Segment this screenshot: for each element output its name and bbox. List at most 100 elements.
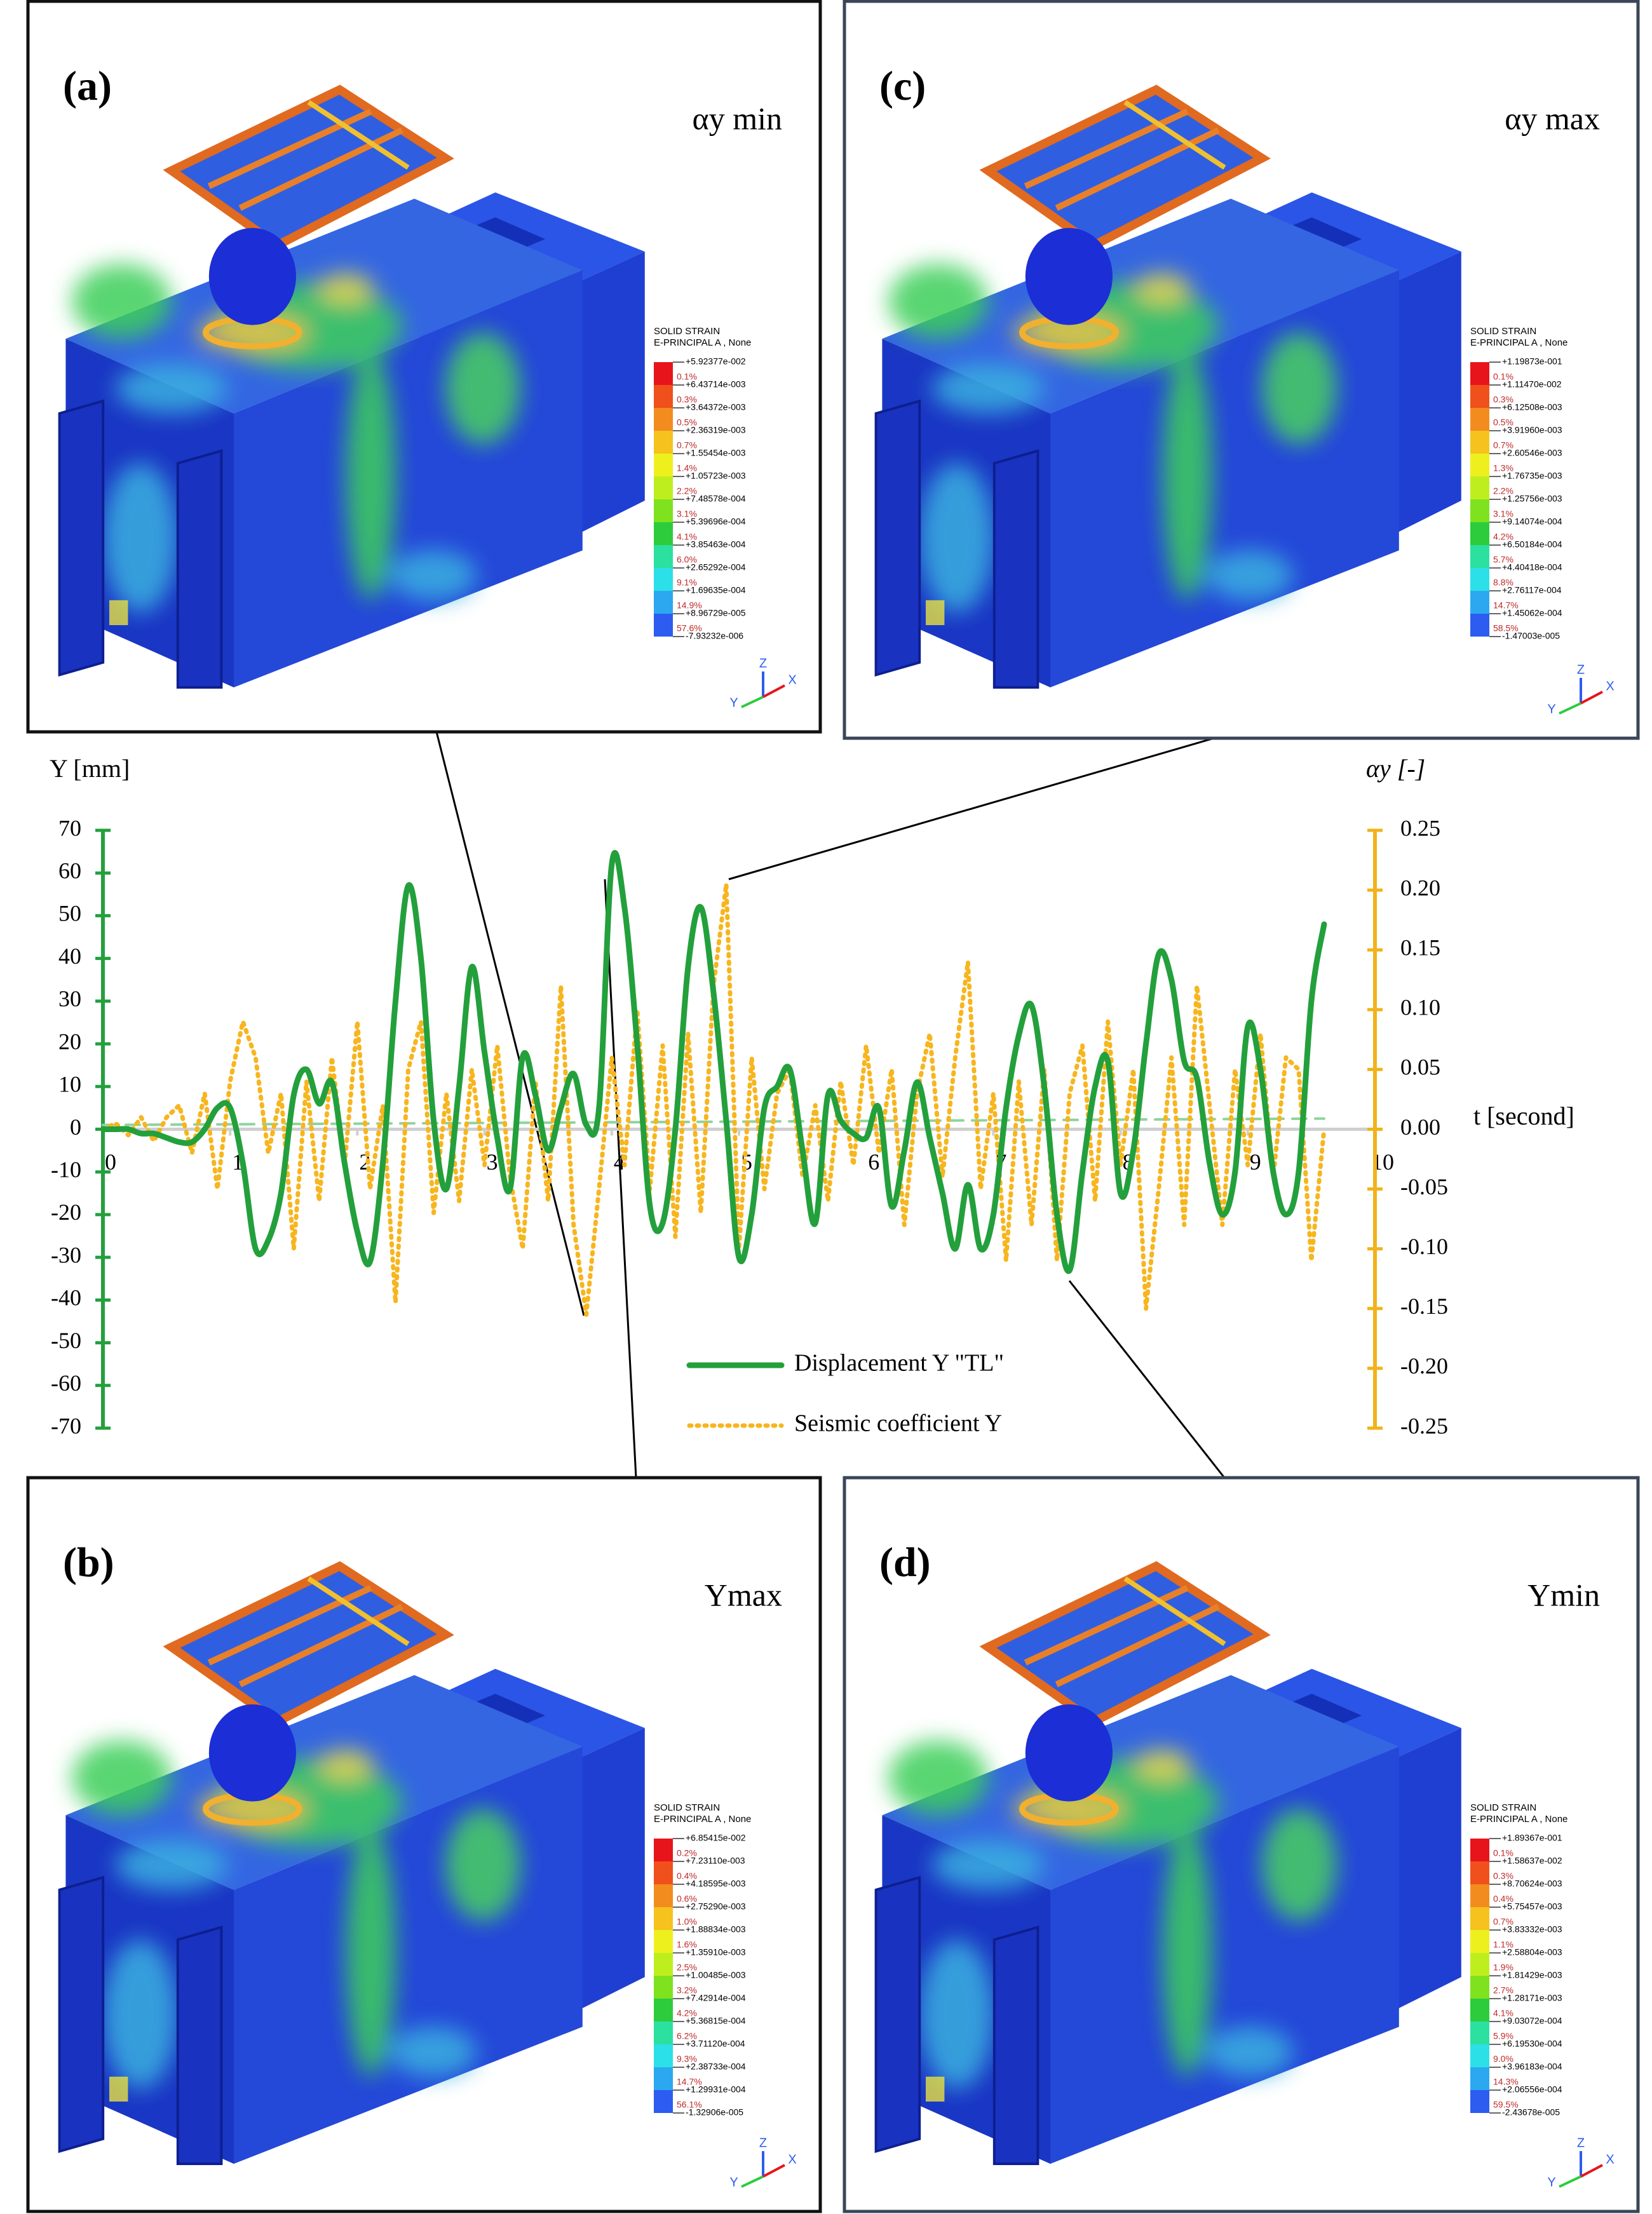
legend-color xyxy=(654,454,673,476)
y-tick-label: 20 xyxy=(58,1029,81,1054)
legend-value: +1.81429e-003 xyxy=(1502,1970,1562,1980)
legend-value: +2.76117e-004 xyxy=(1502,585,1562,595)
legend-percent: 1.1% xyxy=(1493,1940,1513,1950)
legend-percent: 6.0% xyxy=(677,555,697,565)
legend-color xyxy=(1470,614,1489,637)
axis-triad xyxy=(1580,691,1603,705)
axis-triad-label: Z xyxy=(759,2136,767,2150)
legend-value: +2.06556e-004 xyxy=(1502,2084,1562,2095)
legend-color xyxy=(1470,2044,1489,2067)
legend-value: +4.18595e-003 xyxy=(686,1879,746,1889)
legend-color xyxy=(654,1839,673,1861)
legend-percent: 0.5% xyxy=(1493,417,1513,428)
y-tick-label: 60 xyxy=(58,858,81,883)
legend-color xyxy=(654,476,673,499)
x-axis-label: t [second] xyxy=(1473,1102,1574,1130)
legend-percent: 14.3% xyxy=(1493,2077,1519,2087)
legend-value: +6.12508e-003 xyxy=(1502,402,1562,412)
legend-percent: 2.2% xyxy=(677,486,697,496)
legend-percent: 1.9% xyxy=(1493,1962,1513,1973)
axis-triad-label: X xyxy=(1606,2152,1614,2166)
legend-value: +9.14074e-004 xyxy=(1502,516,1562,527)
legend-value: +1.28171e-003 xyxy=(1502,1993,1562,2003)
legend-color xyxy=(654,2022,673,2044)
panel-label: (a) xyxy=(63,63,112,109)
y2-tick-label: 0.05 xyxy=(1400,1055,1440,1080)
legend-color xyxy=(1470,499,1489,522)
y-tick-label: -60 xyxy=(51,1370,81,1396)
legend-color xyxy=(1470,408,1489,431)
connector xyxy=(604,879,637,1478)
y2-tick-label: -0.15 xyxy=(1400,1293,1448,1319)
panel-label: (d) xyxy=(879,1539,931,1586)
legend-value: +8.70624e-003 xyxy=(1502,1879,1562,1889)
legend-color xyxy=(654,2090,673,2113)
legend-value: +1.00485e-003 xyxy=(686,1970,746,1980)
legend-value: -1.32906e-005 xyxy=(686,2107,743,2117)
axis-triad-label: Z xyxy=(1577,2136,1585,2150)
legend-color xyxy=(1470,568,1489,591)
legend-color xyxy=(654,591,673,614)
legend-value: +1.35910e-003 xyxy=(686,1947,746,1957)
legend-value: +1.89367e-001 xyxy=(1502,1833,1562,1843)
legend-percent: 14.7% xyxy=(1493,600,1519,611)
legend-title: SOLID STRAIN xyxy=(654,1802,720,1813)
y2-tick-label: -0.05 xyxy=(1400,1174,1448,1199)
x-tick-label: 3 xyxy=(487,1149,498,1175)
legend-value: +3.96183e-004 xyxy=(1502,2062,1562,2072)
legend-percent: 3.1% xyxy=(1493,509,1513,519)
axis-triad xyxy=(1580,2164,1603,2178)
legend-value: +4.40418e-004 xyxy=(1502,562,1562,572)
legend-percent: 6.2% xyxy=(677,2031,697,2041)
legend-color xyxy=(1470,2090,1489,2113)
legend-color xyxy=(1470,431,1489,454)
series-line xyxy=(102,1117,1325,1126)
connector xyxy=(1068,1280,1226,1478)
axis-triad-label: X xyxy=(1606,679,1614,693)
panel-title: Ymin xyxy=(1527,1577,1600,1612)
axis-triad xyxy=(741,2175,764,2188)
legend-color xyxy=(1470,1907,1489,1930)
panel-label: (b) xyxy=(63,1539,114,1586)
y-tick-label: 10 xyxy=(58,1072,81,1097)
axis-triad-label: X xyxy=(788,2152,796,2166)
axis-triad xyxy=(1559,2175,1581,2188)
legend-color xyxy=(1470,454,1489,476)
legend-value: +5.39696e-004 xyxy=(686,516,746,527)
axis-triad-label: Y xyxy=(729,696,738,710)
panel-title: αy min xyxy=(693,100,782,136)
legend-value: +1.19873e-001 xyxy=(1502,356,1562,367)
legend-percent: 2.5% xyxy=(677,1962,697,1973)
y-tick-label: -70 xyxy=(51,1413,81,1438)
y-tick-label: 40 xyxy=(58,943,81,969)
legend-title: E-PRINCIPAL A , None xyxy=(1470,1814,1567,1825)
y2-tick-label: -0.10 xyxy=(1400,1234,1448,1259)
axis-triad xyxy=(762,684,785,698)
legend-value: +5.36815e-004 xyxy=(686,2016,746,2026)
legend-percent: 1.4% xyxy=(677,463,697,473)
legend-color xyxy=(654,408,673,431)
axis-triad-label: Y xyxy=(1547,2175,1555,2189)
legend-percent: 14.9% xyxy=(677,600,702,611)
legend-label: Displacement Y "TL" xyxy=(794,1350,1004,1377)
legend-color xyxy=(654,499,673,522)
legend-value: -1.47003e-005 xyxy=(1502,631,1560,641)
legend-value: +9.03072e-004 xyxy=(1502,2016,1562,2026)
legend-percent: 0.6% xyxy=(677,1894,697,1904)
legend-percent: 1.6% xyxy=(677,1940,697,1950)
legend-value: +1.88834e-003 xyxy=(686,1924,746,1934)
legend-percent: 0.1% xyxy=(677,372,697,382)
legend-value: +1.58637e-002 xyxy=(1502,1856,1562,1866)
x-tick-label: 6 xyxy=(868,1149,879,1175)
legend-color xyxy=(1470,476,1489,499)
legend-value: +1.69635e-004 xyxy=(686,585,746,595)
axis-triad-label: Z xyxy=(1577,663,1585,677)
legend-value: +5.92377e-002 xyxy=(686,356,746,367)
legend-color xyxy=(1470,1930,1489,1953)
legend-value: +6.85415e-002 xyxy=(686,1833,746,1843)
legend-color xyxy=(654,1884,673,1907)
legend-percent: 0.2% xyxy=(677,1848,697,1858)
y-tick-label: 50 xyxy=(58,901,81,926)
